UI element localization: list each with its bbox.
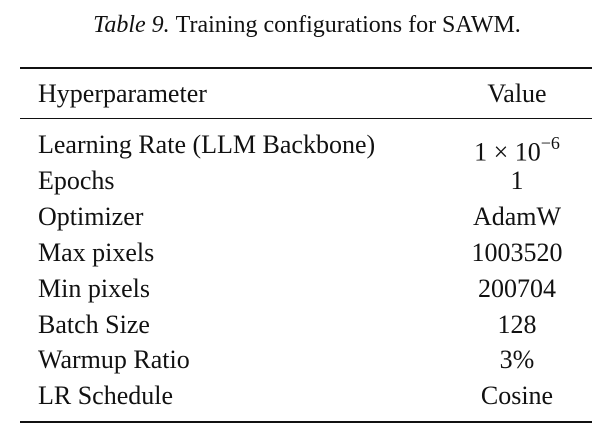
row-name: Epochs	[38, 165, 115, 195]
row-name: Min pixels	[38, 273, 150, 303]
mid-rule	[20, 118, 592, 119]
value-exponent: −6	[540, 133, 560, 153]
row-value: 3%	[437, 345, 597, 375]
row-name: Learning Rate (LLM Backbone)	[38, 130, 376, 159]
row-value: Cosine	[437, 381, 597, 411]
header-cell: Value	[487, 79, 547, 108]
row-name: Warmup Ratio	[38, 345, 190, 375]
value-text: Cosine	[480, 381, 554, 411]
caption: Table 9. Training configurations for SAWM…	[0, 12, 614, 39]
header-cell: Hyperparameter	[38, 79, 207, 108]
value-text: 1 × 10	[474, 137, 541, 167]
row-value: 1 × 10−6	[437, 130, 597, 168]
row-name: Batch Size	[38, 309, 150, 339]
value-text: 1003520	[471, 237, 563, 267]
value-text: AdamW	[472, 201, 562, 231]
value-text: 1	[510, 165, 524, 195]
caption-text: Training configurations for SAWM.	[175, 12, 521, 38]
top-rule	[20, 67, 592, 69]
caption-label: Table 9.	[93, 12, 170, 38]
row-value: 1	[437, 166, 597, 196]
row-name: LR Schedule	[38, 381, 174, 411]
value-text: 3%	[499, 345, 535, 375]
row-value: 200704	[437, 274, 597, 304]
row-value: 1003520	[437, 238, 597, 268]
value-text: 128	[497, 309, 537, 339]
bottom-rule	[20, 421, 592, 423]
row-value: AdamW	[437, 202, 597, 232]
row-name: Max pixels	[38, 237, 155, 267]
row-value: 128	[437, 310, 597, 340]
row-name: Optimizer	[38, 201, 144, 231]
value-text: 200704	[478, 273, 556, 303]
